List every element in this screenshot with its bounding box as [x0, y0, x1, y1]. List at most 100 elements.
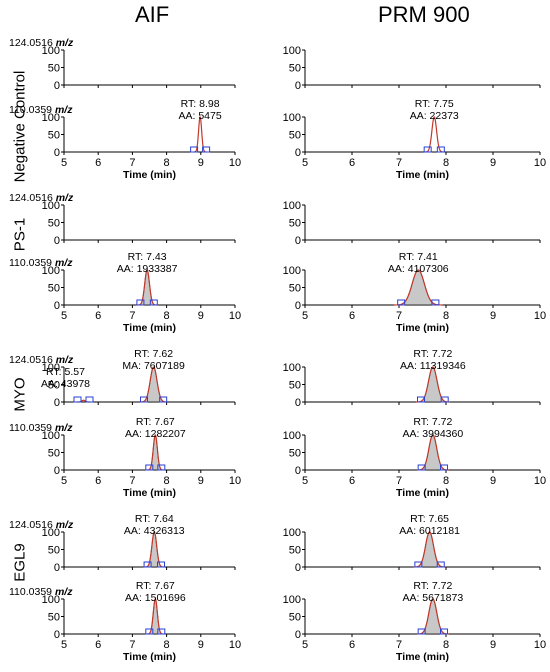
y-tick-label: 0: [295, 562, 301, 574]
x-tick-label: 6: [95, 639, 101, 651]
integration-marker: [85, 396, 94, 403]
peak-rt-label: RT: 7.43: [128, 251, 167, 263]
integration-marker: [440, 628, 449, 635]
x-tick-label: 10: [229, 639, 241, 651]
y-tick-label: 50: [48, 545, 60, 557]
x-tick-label: 5: [302, 475, 308, 487]
y-tick-label: 50: [289, 448, 301, 460]
y-tick-label: 0: [54, 397, 60, 409]
panel-3: 0 50 100: [283, 45, 541, 92]
x-tick-label: 7: [129, 157, 135, 169]
y-tick-label: 100: [283, 45, 301, 57]
x-axis-title: Time (min): [123, 169, 176, 181]
y-tick-label: 50: [289, 380, 301, 392]
x-tick-label: 8: [443, 639, 449, 651]
y-tick-label: 100: [42, 45, 60, 57]
x-tick-label: 10: [534, 639, 546, 651]
y-tick-label: 100: [283, 265, 301, 277]
x-tick-label: 8: [164, 639, 170, 651]
trace-label: 110.0359 m/z: [9, 104, 73, 116]
integration-marker: [423, 146, 432, 153]
y-tick-label: 100: [42, 200, 60, 212]
x-tick-label: 6: [349, 475, 355, 487]
integration-marker: [436, 561, 445, 568]
x-tick-label: 5: [61, 475, 67, 487]
x-tick-label: 10: [229, 157, 241, 169]
x-tick-label: 7: [396, 310, 402, 322]
x-tick-label: 5: [61, 157, 67, 169]
x-axis-title: Time (min): [396, 487, 449, 499]
peak-area-label: AA: 1282207: [125, 428, 186, 440]
peak-rt-label: RT: 7.75: [415, 98, 454, 110]
y-tick-label: 50: [289, 612, 301, 624]
peak-rt-label: RT: 7.72: [413, 416, 452, 428]
trace-label: 124.0516 m/z: [9, 37, 74, 49]
peak-rt-label: RT: 7.72: [413, 580, 452, 592]
panel-6: 110.0359 m/z 0 50 100 5 6 7 8 9 10 Time (min) RT: 7…: [9, 251, 241, 334]
peak-trace: [393, 269, 443, 306]
panel-5: 124.0516 m/z 0 50 100: [9, 192, 236, 247]
peak-trace: [139, 366, 168, 403]
peak-trace: [413, 531, 446, 568]
integration-marker: [157, 464, 166, 471]
integration-marker: [202, 146, 211, 153]
integration-marker: [140, 396, 149, 403]
x-tick-label: 5: [302, 639, 308, 651]
peak-area-label: AA: 22373: [410, 110, 459, 122]
peak-area-label: AA: 5475: [179, 110, 222, 122]
y-tick-label: 50: [48, 380, 60, 392]
y-tick-label: 0: [295, 629, 301, 641]
integration-marker: [190, 146, 199, 153]
y-tick-label: 100: [42, 594, 60, 606]
x-tick-label: 6: [349, 310, 355, 322]
panel-7: 0 50 100: [283, 200, 541, 247]
x-tick-label: 8: [164, 157, 170, 169]
x-tick-label: 7: [396, 639, 402, 651]
y-tick-label: 50: [48, 612, 60, 624]
y-tick-label: 0: [54, 300, 60, 312]
integration-marker: [431, 299, 440, 306]
peak-trace: [416, 434, 449, 471]
peak-area-label: AA: 5671873: [402, 592, 463, 604]
x-tick-label: 6: [95, 475, 101, 487]
peak-area-label: AA: 1933387: [117, 263, 178, 275]
peak-rt-label: RT: 7.72: [413, 348, 452, 360]
y-tick-label: 100: [42, 265, 60, 277]
y-tick-label: 0: [295, 235, 301, 247]
peak-area-label: AA: 4107306: [388, 263, 449, 275]
peak-rt-label: RT: 5.57: [46, 366, 85, 378]
y-tick-label: 100: [283, 594, 301, 606]
integration-marker: [73, 396, 82, 403]
peak-trace: [147, 434, 164, 471]
integration-marker: [149, 299, 158, 306]
y-tick-label: 100: [283, 112, 301, 124]
x-tick-label: 9: [198, 157, 204, 169]
x-tick-label: 9: [198, 475, 204, 487]
y-tick-label: 0: [295, 147, 301, 159]
peak-area-label: AA: 43978: [41, 378, 90, 390]
x-tick-label: 10: [534, 157, 546, 169]
peak-area-label: AA: 6012181: [399, 525, 460, 537]
integration-marker: [436, 146, 445, 153]
peak-rt-label: RT: 7.65: [410, 513, 449, 525]
trace-label: 124.0516 m/z: [9, 354, 74, 366]
x-tick-label: 9: [198, 310, 204, 322]
y-tick-label: 50: [289, 63, 301, 75]
integration-marker: [416, 396, 425, 403]
integration-marker: [157, 628, 166, 635]
peak-trace: [415, 366, 450, 403]
peak-trace: [147, 598, 164, 635]
peak-rt-label: RT: 7.41: [399, 251, 438, 263]
peak-area-label: AA: 3994360: [402, 428, 463, 440]
x-tick-label: 7: [396, 475, 402, 487]
y-tick-label: 100: [42, 430, 60, 442]
trace-label: 124.0516 m/z: [9, 519, 74, 531]
y-tick-label: 0: [54, 80, 60, 92]
x-axis-title: Time (min): [396, 322, 449, 334]
y-tick-label: 50: [48, 448, 60, 460]
y-tick-label: 0: [295, 465, 301, 477]
trace-label: 124.0516 m/z: [9, 192, 74, 204]
integration-marker: [159, 396, 168, 403]
